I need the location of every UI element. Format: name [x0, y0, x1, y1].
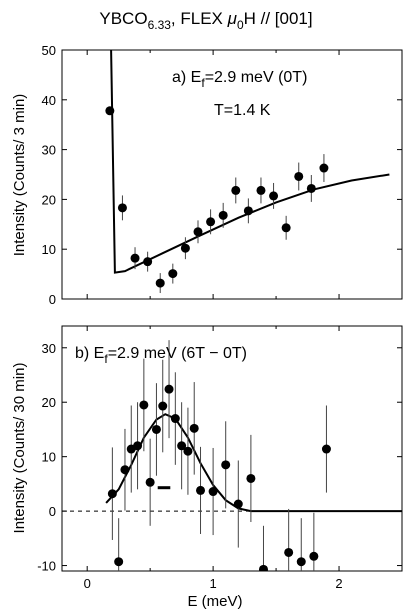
data-point	[258, 564, 268, 571]
data-point	[284, 547, 294, 557]
data-point	[120, 465, 130, 475]
data-point	[243, 206, 253, 216]
data-point	[130, 253, 140, 263]
panel-a-fit-line	[110, 50, 390, 274]
panel-b-frame	[61, 325, 403, 572]
data-point	[114, 557, 124, 567]
panel-a-ytick-label: 50	[42, 43, 56, 58]
data-point	[189, 423, 199, 433]
data-point	[143, 257, 153, 267]
data-point	[170, 414, 180, 424]
data-point	[155, 278, 165, 288]
panel-b-ytick-label: 10	[42, 450, 56, 465]
data-point	[139, 400, 149, 410]
data-point	[193, 227, 203, 237]
data-point	[183, 446, 193, 456]
data-point	[319, 163, 329, 173]
data-point	[107, 489, 117, 499]
data-point	[168, 269, 178, 279]
panel-a-ytick-label: 30	[42, 143, 56, 158]
panel-a-marks	[105, 50, 390, 294]
data-point	[158, 401, 168, 411]
data-point	[145, 477, 155, 487]
data-point	[296, 557, 306, 567]
panel-a-ytick-label: 20	[42, 192, 56, 207]
chart-title: YBCO6.33, FLEX μ0H // [001]	[99, 9, 312, 32]
data-point	[105, 106, 115, 116]
data-point	[151, 424, 161, 434]
data-point	[196, 485, 206, 495]
data-point	[269, 191, 279, 201]
panel-b-xlabel: E (meV)	[187, 593, 242, 610]
data-point	[233, 499, 243, 509]
panel-a-ytick-label: 0	[49, 292, 56, 307]
panel-b-ytick-label: 20	[42, 395, 56, 410]
panel-a-annotation: a) Ef=2.9 meV (0T)	[172, 69, 307, 90]
panel-b-xtick-label: 2	[335, 576, 342, 591]
data-point	[221, 460, 231, 470]
data-point	[208, 487, 218, 497]
panel-b-marks	[62, 340, 402, 571]
panel-a-temperature: T=1.4 K	[214, 102, 271, 119]
data-point	[206, 217, 216, 227]
data-point	[133, 441, 143, 451]
panel-a-ytick-label: 10	[42, 242, 56, 257]
data-point	[246, 473, 256, 483]
data-point	[180, 243, 190, 253]
panel-a: 0 10 20 30 40 50 a) Ef=2.9 meV (0T) T=1.4 K I…	[11, 43, 403, 307]
data-point	[117, 203, 127, 213]
panel-a-frame	[61, 49, 403, 300]
data-point	[218, 210, 228, 220]
panel-b-axes: -10 0 10 20 30 0 1 2	[37, 326, 402, 591]
panel-b-annotation: b) Ef=2.9 meV (6T − 0T)	[75, 345, 247, 366]
data-point	[177, 441, 187, 451]
panel-b-ytick-label: 0	[49, 504, 56, 519]
panel-b-ytick-label: 30	[42, 341, 56, 356]
data-point	[256, 185, 266, 195]
panel-b-ytick-label: -10	[37, 559, 56, 574]
data-point	[309, 551, 319, 561]
data-point	[294, 171, 304, 181]
data-point	[321, 444, 331, 454]
panel-b: -10 0 10 20 30 0 1 2 b) Ef=2.9 meV (6T − 0T) In…	[11, 325, 403, 610]
panel-a-ylabel: Intensity (Counts/ 3 min)	[11, 94, 28, 257]
panel-b-xtick-label: 0	[84, 576, 91, 591]
panel-a-axes: 0 10 20 30 40 50	[42, 43, 402, 307]
data-point	[281, 223, 291, 233]
panel-b-xtick-label: 1	[209, 576, 216, 591]
panel-a-ytick-label: 40	[42, 93, 56, 108]
data-point	[231, 185, 241, 195]
data-point	[306, 183, 316, 193]
panel-b-ylabel: Intensity (Counts/ 30 min)	[11, 363, 28, 534]
data-point	[164, 384, 174, 394]
